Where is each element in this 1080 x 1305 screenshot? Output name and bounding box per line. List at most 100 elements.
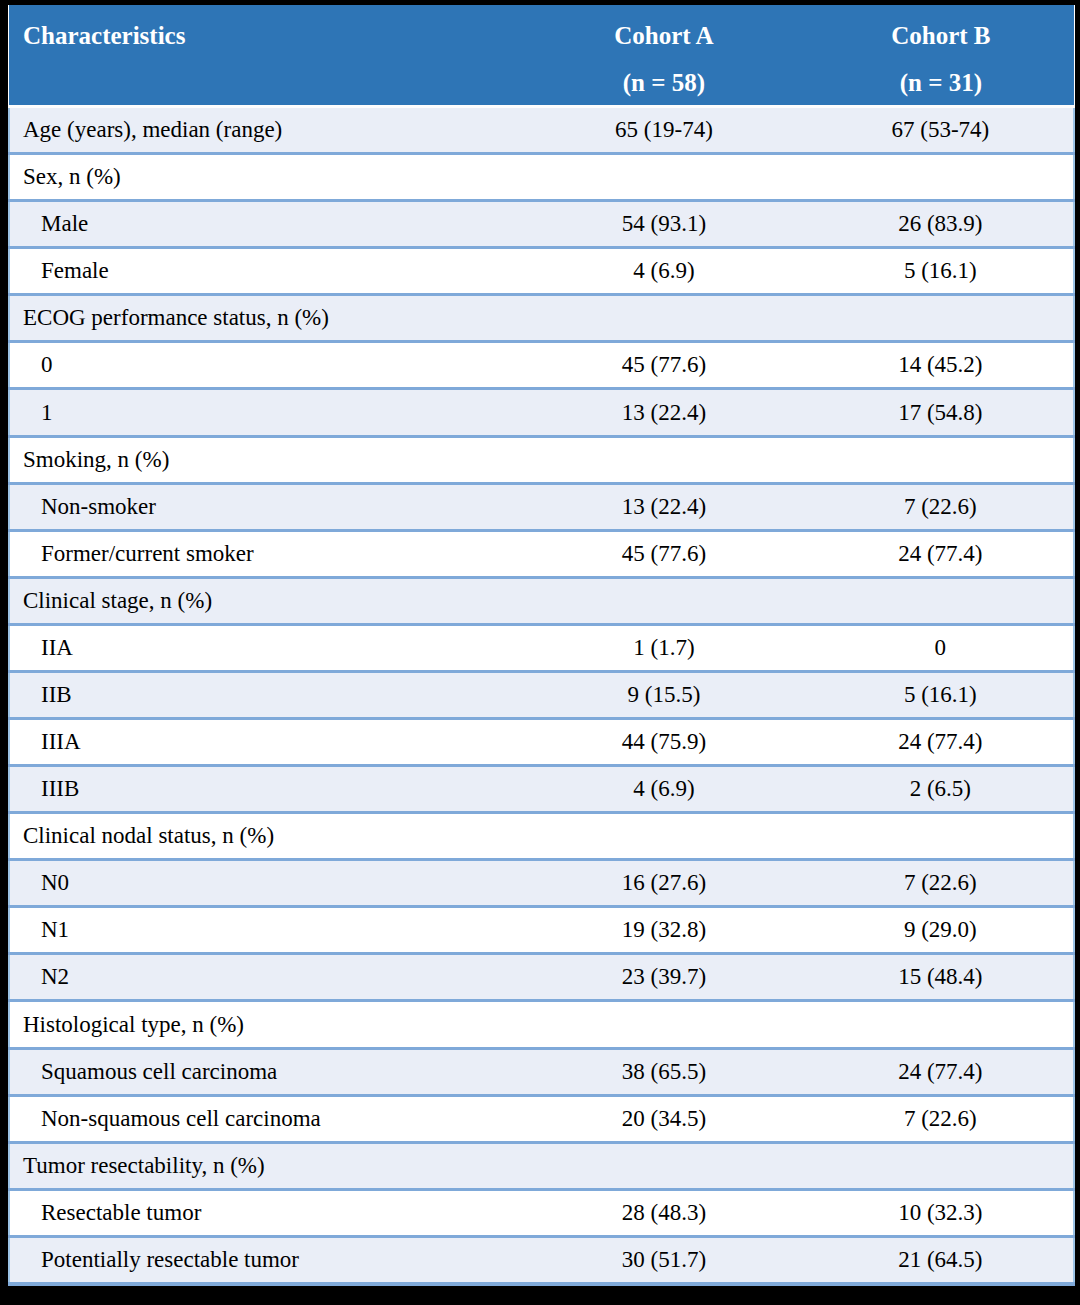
cohort-b-value — [808, 295, 1074, 342]
cohort-b-title: Cohort B — [808, 5, 1074, 58]
row-label: Histological type, n (%) — [9, 1001, 520, 1048]
row-label: Female — [9, 248, 520, 295]
cohort-b-value — [808, 1001, 1074, 1048]
table-row-resectable: Resectable tumor 28 (48.3) 10 (32.3) — [9, 1189, 1074, 1236]
table-body: Age (years), median (range) 65 (19-74) 6… — [9, 107, 1074, 1285]
cohort-b-value: 24 (77.4) — [808, 530, 1074, 577]
cohort-a-value — [520, 1001, 808, 1048]
table-row-n1: N1 19 (32.8) 9 (29.0) — [9, 907, 1074, 954]
cohort-b-value — [808, 813, 1074, 860]
cohort-b-value: 0 — [808, 624, 1074, 671]
row-label: Squamous cell carcinoma — [9, 1048, 520, 1095]
cohort-b-value: 15 (48.4) — [808, 954, 1074, 1001]
row-label: Former/current smoker — [9, 530, 520, 577]
cohort-b-value — [808, 154, 1074, 201]
table-row-resectability-header: Tumor resectability, n (%) — [9, 1142, 1074, 1189]
cohort-b-value: 14 (45.2) — [808, 342, 1074, 389]
cohort-b-value: 24 (77.4) — [808, 1048, 1074, 1095]
cohort-a-value — [520, 577, 808, 624]
table-row-sex-header: Sex, n (%) — [9, 154, 1074, 201]
cohort-a-value: 30 (51.7) — [520, 1236, 808, 1284]
row-label: Sex, n (%) — [9, 154, 520, 201]
cohort-a-value: 4 (6.9) — [520, 766, 808, 813]
cohort-a-value: 4 (6.9) — [520, 248, 808, 295]
table-row-ecog-0: 0 45 (77.6) 14 (45.2) — [9, 342, 1074, 389]
cohort-a-value: 45 (77.6) — [520, 342, 808, 389]
cohort-a-value: 28 (48.3) — [520, 1189, 808, 1236]
table-header: Characteristics Cohort A (n = 58) Cohort… — [9, 5, 1074, 107]
table-row-n2: N2 23 (39.7) 15 (48.4) — [9, 954, 1074, 1001]
table-row-stage-iiia: IIIA 44 (75.9) 24 (77.4) — [9, 719, 1074, 766]
cohort-a-value — [520, 154, 808, 201]
cohort-a-value — [520, 813, 808, 860]
row-label: Male — [9, 201, 520, 248]
table-row-ecog-header: ECOG performance status, n (%) — [9, 295, 1074, 342]
cohort-b-value: 9 (29.0) — [808, 907, 1074, 954]
row-label: IIB — [9, 671, 520, 718]
cohort-a-title: Cohort A — [520, 5, 808, 58]
header-characteristics-label: Characteristics — [9, 5, 520, 58]
table-row-smoking-header: Smoking, n (%) — [9, 436, 1074, 483]
table-row-stage-iib: IIB 9 (15.5) 5 (16.1) — [9, 671, 1074, 718]
table-row-stage-iia: IIA 1 (1.7) 0 — [9, 624, 1074, 671]
cohort-b-value: 24 (77.4) — [808, 719, 1074, 766]
row-label: 0 — [9, 342, 520, 389]
row-label: Non-squamous cell carcinoma — [9, 1095, 520, 1142]
row-label: Smoking, n (%) — [9, 436, 520, 483]
cohort-a-value: 1 (1.7) — [520, 624, 808, 671]
cohort-a-value — [520, 295, 808, 342]
cohort-a-value: 38 (65.5) — [520, 1048, 808, 1095]
row-label: Resectable tumor — [9, 1189, 520, 1236]
cohort-b-value: 67 (53-74) — [808, 107, 1074, 154]
table-row-histological-type-header: Histological type, n (%) — [9, 1001, 1074, 1048]
row-label: N0 — [9, 860, 520, 907]
cohort-b-value: 2 (6.5) — [808, 766, 1074, 813]
cohort-b-value: 5 (16.1) — [808, 248, 1074, 295]
cohort-b-value: 17 (54.8) — [808, 389, 1074, 436]
row-label: Clinical nodal status, n (%) — [9, 813, 520, 860]
row-label: Clinical stage, n (%) — [9, 577, 520, 624]
table-row-clinical-stage-header: Clinical stage, n (%) — [9, 577, 1074, 624]
cohort-a-value — [520, 1142, 808, 1189]
row-label: Potentially resectable tumor — [9, 1236, 520, 1284]
cohort-a-value: 20 (34.5) — [520, 1095, 808, 1142]
cohort-b-value: 10 (32.3) — [808, 1189, 1074, 1236]
column-header-cohort-a: Cohort A (n = 58) — [520, 5, 808, 107]
row-label: IIIA — [9, 719, 520, 766]
cohort-b-n: (n = 31) — [808, 58, 1074, 105]
row-label: N2 — [9, 954, 520, 1001]
row-label: 1 — [9, 389, 520, 436]
cohort-a-value: 23 (39.7) — [520, 954, 808, 1001]
column-header-characteristics: Characteristics — [9, 5, 520, 107]
cohort-a-value: 44 (75.9) — [520, 719, 808, 766]
cohort-a-value: 54 (93.1) — [520, 201, 808, 248]
header-row: Characteristics Cohort A (n = 58) Cohort… — [9, 5, 1074, 107]
cohort-a-value: 65 (19-74) — [520, 107, 808, 154]
cohort-a-value: 13 (22.4) — [520, 483, 808, 530]
row-label: Age (years), median (range) — [9, 107, 520, 154]
table-row-former-current-smoker: Former/current smoker 45 (77.6) 24 (77.4… — [9, 530, 1074, 577]
table-row-nodal-status-header: Clinical nodal status, n (%) — [9, 813, 1074, 860]
row-label: IIA — [9, 624, 520, 671]
cohort-a-value: 9 (15.5) — [520, 671, 808, 718]
cohort-a-value — [520, 436, 808, 483]
cohort-a-value: 19 (32.8) — [520, 907, 808, 954]
table-frame: Characteristics Cohort A (n = 58) Cohort… — [8, 5, 1075, 1286]
cohort-b-value: 5 (16.1) — [808, 671, 1074, 718]
cohort-a-value: 13 (22.4) — [520, 389, 808, 436]
cohort-b-value — [808, 436, 1074, 483]
table-row-non-squamous: Non-squamous cell carcinoma 20 (34.5) 7 … — [9, 1095, 1074, 1142]
table-row-squamous: Squamous cell carcinoma 38 (65.5) 24 (77… — [9, 1048, 1074, 1095]
table-row-non-smoker: Non-smoker 13 (22.4) 7 (22.6) — [9, 483, 1074, 530]
row-label: Non-smoker — [9, 483, 520, 530]
row-label: IIIB — [9, 766, 520, 813]
table-row-age: Age (years), median (range) 65 (19-74) 6… — [9, 107, 1074, 154]
cohort-a-value: 45 (77.6) — [520, 530, 808, 577]
cohort-b-value: 7 (22.6) — [808, 1095, 1074, 1142]
cohort-b-value: 26 (83.9) — [808, 201, 1074, 248]
column-header-cohort-b: Cohort B (n = 31) — [808, 5, 1074, 107]
cohort-b-value — [808, 577, 1074, 624]
table-row-male: Male 54 (93.1) 26 (83.9) — [9, 201, 1074, 248]
row-label: ECOG performance status, n (%) — [9, 295, 520, 342]
table-row-n0: N0 16 (27.6) 7 (22.6) — [9, 860, 1074, 907]
